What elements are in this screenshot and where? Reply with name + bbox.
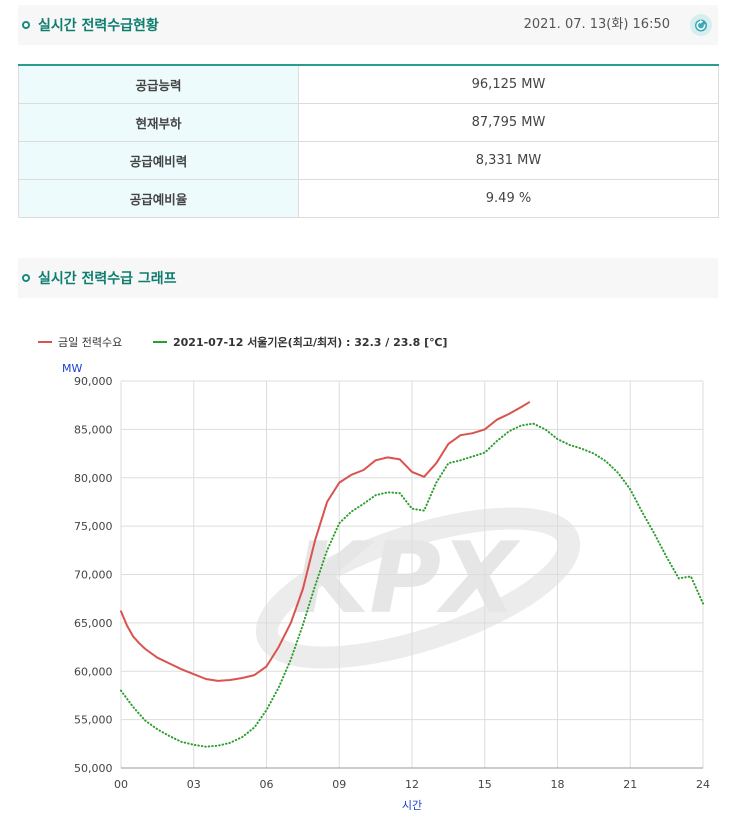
demand-chart: KPX 90,000 85,000 80,000 75,000 70,000 65,000 6… (38, 335, 710, 812)
row-value: 9.49 % (298, 179, 719, 218)
supply-table: 공급능력 96,125 MW 현재부하 87,795 MW 공급예비력 8,33… (18, 64, 719, 218)
y-tick-label: 60,000 (74, 665, 113, 678)
x-tick-label: 21 (623, 778, 637, 791)
legend-label: 금일 전력수요 (58, 335, 122, 349)
bullet-icon (22, 21, 30, 29)
x-tick-label: 00 (114, 778, 128, 791)
row-value: 8,331 MW (298, 141, 719, 180)
bullet-icon (22, 274, 30, 282)
x-tick-label: 15 (478, 778, 492, 791)
refresh-icon (695, 19, 707, 32)
y-tick-label: 55,000 (74, 714, 113, 727)
y-tick-label: 75,000 (74, 520, 113, 533)
x-tick-label: 18 (551, 778, 565, 791)
row-label: 현재부하 (18, 103, 299, 142)
row-value: 96,125 MW (298, 64, 719, 104)
row-label: 공급예비율 (18, 179, 299, 218)
y-tick-label: 65,000 (74, 617, 113, 630)
page-title: 실시간 전력수급현황 (38, 18, 159, 34)
y-tick-label: 70,000 (74, 569, 113, 582)
x-tick-label: 24 (696, 778, 710, 791)
y-tick-label: 50,000 (74, 762, 113, 775)
status-header: 실시간 전력수급현황 2021. 07. 13(화) 16:50 (18, 5, 718, 45)
row-label: 공급능력 (18, 64, 299, 104)
legend-label: 2021-07-12 서울기온(최고/최저) : 32.3 / 23.8 [℃] (173, 335, 447, 349)
update-timestamp: 2021. 07. 13(화) 16:50 (523, 17, 670, 32)
row-value: 87,795 MW (298, 103, 719, 142)
refresh-button[interactable] (690, 14, 712, 36)
y-tick-label: 80,000 (74, 472, 113, 485)
graph-header: 실시간 전력수급 그래프 (18, 258, 718, 298)
watermark-text: KPX (293, 522, 521, 636)
table-row: 공급능력 96,125 MW (18, 64, 719, 104)
table-row: 현재부하 87,795 MW (18, 103, 719, 142)
x-tick-label: 12 (405, 778, 419, 791)
x-axis-label: 시간 (402, 799, 422, 812)
watermark: KPX (255, 507, 581, 669)
table-row: 공급예비력 8,331 MW (18, 141, 719, 180)
table-row: 공급예비율 9.49 % (18, 179, 719, 218)
x-tick-label: 06 (260, 778, 274, 791)
series-line-2 (120, 422, 704, 748)
x-tick-label: 09 (332, 778, 346, 791)
x-tick-label: 03 (187, 778, 201, 791)
y-tick-label: 85,000 (74, 423, 113, 436)
y-tick-label: 90,000 (74, 375, 113, 388)
series-line-1 (120, 401, 531, 682)
watermark-swoosh (255, 507, 581, 669)
row-label: 공급예비력 (18, 141, 299, 180)
y-axis-label: MW (62, 362, 82, 375)
graph-title: 실시간 전력수급 그래프 (38, 271, 177, 287)
